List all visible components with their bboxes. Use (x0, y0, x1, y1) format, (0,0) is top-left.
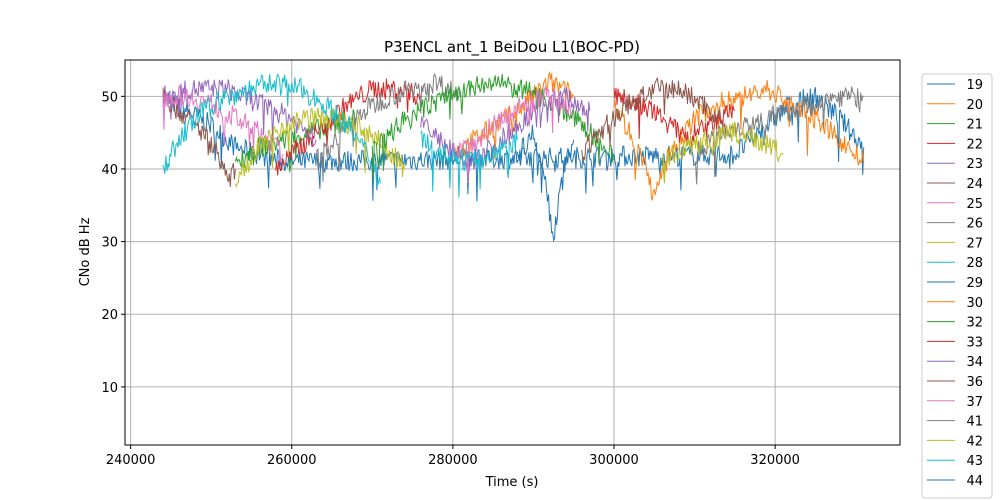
series-line-29 (516, 124, 575, 243)
legend-label: 44 (966, 474, 983, 489)
series-line-23 (162, 79, 317, 148)
x-axis-label: Time (s) (485, 475, 539, 490)
x-tick-label: 240000 (106, 453, 156, 468)
series-line-26 (315, 73, 462, 182)
axes-frame (124, 59, 901, 446)
legend-label: 41 (966, 415, 983, 430)
series-line-36 (581, 76, 728, 162)
y-tick-label: 20 (101, 308, 118, 323)
legend-label: 22 (966, 137, 983, 152)
series-line-25 (162, 84, 284, 163)
series-line-37 (452, 85, 575, 183)
legend-label: 43 (966, 454, 983, 469)
chart-title: P3ENCL ant_1 BeiDou L1(BOC-PD) (384, 38, 640, 57)
series-line-30 (613, 80, 865, 201)
series-line-22 (275, 78, 422, 176)
x-tick-label: 260000 (267, 453, 317, 468)
legend-label: 36 (966, 375, 983, 390)
series-line-43 (420, 130, 518, 198)
x-ticks: 240000 260000 280000 300000 320000 (106, 445, 800, 468)
legend-label: 28 (966, 256, 983, 271)
legend-label: 30 (966, 296, 983, 311)
y-tick-label: 30 (101, 236, 118, 251)
legend-label: 21 (966, 118, 983, 133)
legend-label: 24 (966, 177, 983, 192)
series-line-42 (661, 121, 784, 184)
y-tick-label: 50 (101, 90, 118, 105)
legend-label: 27 (966, 236, 983, 251)
x-tick-label: 320000 (750, 453, 800, 468)
legend-label: 29 (966, 276, 983, 291)
legend-label: 42 (966, 434, 983, 449)
series-line-32 (371, 73, 615, 181)
legend-label: 25 (966, 197, 983, 212)
legend: 19 20 21 22 23 24 25 26 27 28 29 30 32 33 34 36 37 41 42 43… (921, 73, 993, 499)
y-tick-label: 10 (101, 381, 118, 396)
series-line-24 (162, 87, 236, 188)
series-line-19 (162, 87, 865, 202)
legend-label: 20 (966, 98, 983, 113)
series-lines (162, 70, 865, 243)
x-tick-label: 300000 (589, 453, 639, 468)
series-line-27 (234, 107, 405, 188)
legend-label: 19 (966, 78, 983, 93)
legend-label: 26 (966, 217, 983, 232)
y-axis-label: CNo dB Hz (78, 217, 93, 286)
legend-label: 33 (966, 335, 983, 350)
legend-label: 32 (966, 316, 983, 331)
series-line-33 (613, 87, 736, 147)
x-tick-label: 280000 (428, 453, 478, 468)
series-line-28 (162, 73, 381, 187)
legend-label: 37 (966, 395, 983, 410)
legend-box (921, 73, 993, 499)
series-line-41 (694, 86, 864, 185)
legend-label: 23 (966, 157, 983, 172)
y-ticks: 10 20 30 40 50 (101, 90, 125, 396)
y-tick-label: 40 (101, 163, 118, 178)
legend-label: 34 (966, 355, 983, 370)
